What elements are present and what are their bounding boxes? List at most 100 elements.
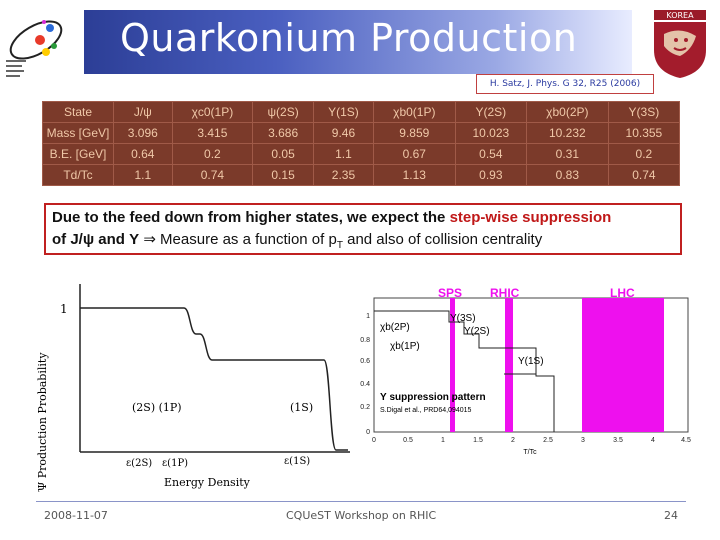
institute-logo <box>6 20 63 77</box>
statement-text: and also of collision centrality <box>342 231 543 248</box>
table-cell: χb0(1P) <box>372 101 456 123</box>
pattern-label: Υ suppression pattern <box>380 392 486 403</box>
table-cell: Υ(3S) <box>607 101 681 123</box>
table-row: Mass [GeV] 3.096 3.415 3.686 9.46 9.859 … <box>42 122 681 144</box>
y-tick-label: 1 <box>366 313 370 320</box>
table-cell: Υ(2S) <box>454 101 527 123</box>
suppression-step <box>374 310 537 375</box>
y-tick-label: 1 <box>60 302 68 316</box>
rhic-band <box>505 298 513 432</box>
table-cell: ψ(2S) <box>252 101 315 123</box>
x-tick-label: 2 <box>511 437 515 444</box>
table-cell: 1.13 <box>372 164 456 186</box>
table-cell: Mass [GeV] <box>42 122 114 144</box>
y-tick-label: 0 <box>366 429 370 436</box>
x-tick-label: 0 <box>372 437 376 444</box>
svg-text:KOREA: KOREA <box>666 11 694 20</box>
lhc-band <box>582 298 664 432</box>
citation-label: S.Digal et al., PRD64,094015 <box>380 407 472 414</box>
table-cell: Td/Tc <box>42 164 114 186</box>
table-cell: 0.05 <box>252 143 315 165</box>
table-cell: 10.232 <box>525 122 609 144</box>
state-label: χb(1P) <box>390 341 420 352</box>
table-cell: 0.74 <box>171 164 254 186</box>
table-cell: 0.54 <box>454 143 527 165</box>
threshold-label: ε(1P) <box>162 458 188 469</box>
highlight-text: step-wise suppression <box>449 209 612 226</box>
table-cell: 0.67 <box>372 143 456 165</box>
table-cell: χb0(2P) <box>525 101 609 123</box>
table-cell: B.E. [GeV] <box>42 143 114 165</box>
upsilon-suppression-plot: SPS RHIC LHC Υ(3S) χb(2P) Υ(2S) χb(1P) Υ… <box>360 286 691 456</box>
table-cell: 9.859 <box>372 122 456 144</box>
footer-event: CQUeST Workshop on RHIC <box>286 509 437 522</box>
table-cell: 0.15 <box>252 164 315 186</box>
x-tick-label: 2.5 <box>543 437 553 444</box>
state-label: Υ(2S) <box>464 326 490 337</box>
x-tick-label: 4.5 <box>681 437 691 444</box>
page-title: Quarkonium Production <box>120 16 578 60</box>
table-cell: 0.2 <box>607 143 681 165</box>
y-tick-label: 0.6 <box>360 358 370 365</box>
table-cell: 0.2 <box>171 143 254 165</box>
table-cell: Υ(1S) <box>313 101 374 123</box>
statement-line-1: Due to the feed down from higher states,… <box>52 209 611 226</box>
table-cell: 0.83 <box>525 164 609 186</box>
statement-line-2: of J/ψ and Υ ⇒ Measure as a function of … <box>52 230 542 251</box>
x-tick-label: 1.5 <box>473 437 483 444</box>
threshold-label: ε(2S) <box>126 458 152 469</box>
table-cell: 0.93 <box>454 164 527 186</box>
table-row: Td/Tc 1.1 0.74 0.15 2.35 1.13 0.93 0.83 … <box>42 164 681 186</box>
subscript: T <box>336 240 343 251</box>
sps-label: SPS <box>438 286 462 300</box>
table-cell: 3.415 <box>171 122 254 144</box>
x-tick-label: 3 <box>581 437 585 444</box>
y-tick-label: 0.2 <box>360 404 370 411</box>
x-tick-label: 4 <box>651 437 655 444</box>
lhc-label: LHC <box>610 286 635 300</box>
table-cell: 1.1 <box>113 164 173 186</box>
table-row: State J/ψ χc0(1P) ψ(2S) Υ(1S) χb0(1P) Υ(… <box>42 101 681 123</box>
probability-curve <box>80 307 348 451</box>
threshold-label: ε(1S) <box>284 456 310 467</box>
sps-band <box>450 298 455 432</box>
table-cell: 2.35 <box>313 164 374 186</box>
reference-citation: H. Satz, J. Phys. G 32, R25 (2006) <box>476 74 654 94</box>
table-cell: χc0(1P) <box>171 101 254 123</box>
x-ticks: 0 0.5 1 1.5 2 2.5 3 3.5 4 4.5 <box>372 437 691 444</box>
level-label: (1S) <box>290 401 313 414</box>
x-tick-label: 3.5 <box>613 437 623 444</box>
x-axis-label: T/Tc <box>523 449 537 456</box>
statement-text: ⇒ Measure as a function of p <box>143 231 337 248</box>
rhic-label: RHIC <box>490 286 520 300</box>
table-cell: J/ψ <box>113 101 173 123</box>
table-cell: 0.74 <box>607 164 681 186</box>
table-cell: 1.1 <box>313 143 374 165</box>
table-cell: 3.096 <box>113 122 173 144</box>
x-tick-label: 1 <box>441 437 445 444</box>
statement-text: Due to the feed down from higher states,… <box>52 209 450 226</box>
table-cell: 9.46 <box>313 122 374 144</box>
suppression-step <box>504 373 555 432</box>
title-banner <box>84 10 632 74</box>
footer-date: 2008-11-07 <box>44 509 108 522</box>
page-number: 24 <box>664 509 678 522</box>
x-tick-label: 0.5 <box>403 437 413 444</box>
state-label: χb(2P) <box>380 322 410 333</box>
table-row: B.E. [GeV] 0.64 0.2 0.05 1.1 0.67 0.54 0… <box>42 143 681 165</box>
table-cell: State <box>42 101 114 123</box>
state-label: Υ(1S) <box>518 356 544 367</box>
table-cell: 10.023 <box>454 122 527 144</box>
statement-box: Due to the feed down from higher states,… <box>44 203 682 255</box>
y-ticks: 1 0.8 0.6 0.4 0.2 0 <box>360 313 370 436</box>
level-label: (2S) (1P) <box>132 401 182 414</box>
y-tick-label: 0.8 <box>360 337 370 344</box>
statement-text: of J/ψ and Υ <box>52 231 144 248</box>
table-cell: 3.686 <box>252 122 315 144</box>
y-axis-label: J/Ψ Production Probability <box>36 352 49 492</box>
quarkonium-states-table: State J/ψ χc0(1P) ψ(2S) Υ(1S) χb0(1P) Υ(… <box>42 101 681 186</box>
state-label: Υ(3S) <box>450 313 476 324</box>
table-cell: 0.64 <box>113 143 173 165</box>
korea-university-logo: KOREA <box>654 10 706 78</box>
table-cell: 0.31 <box>525 143 609 165</box>
